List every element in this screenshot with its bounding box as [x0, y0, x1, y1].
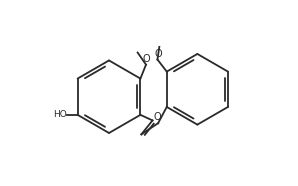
Text: HO: HO [53, 110, 67, 119]
Text: O: O [154, 49, 162, 59]
Text: O: O [153, 112, 161, 122]
Text: O: O [142, 54, 150, 64]
